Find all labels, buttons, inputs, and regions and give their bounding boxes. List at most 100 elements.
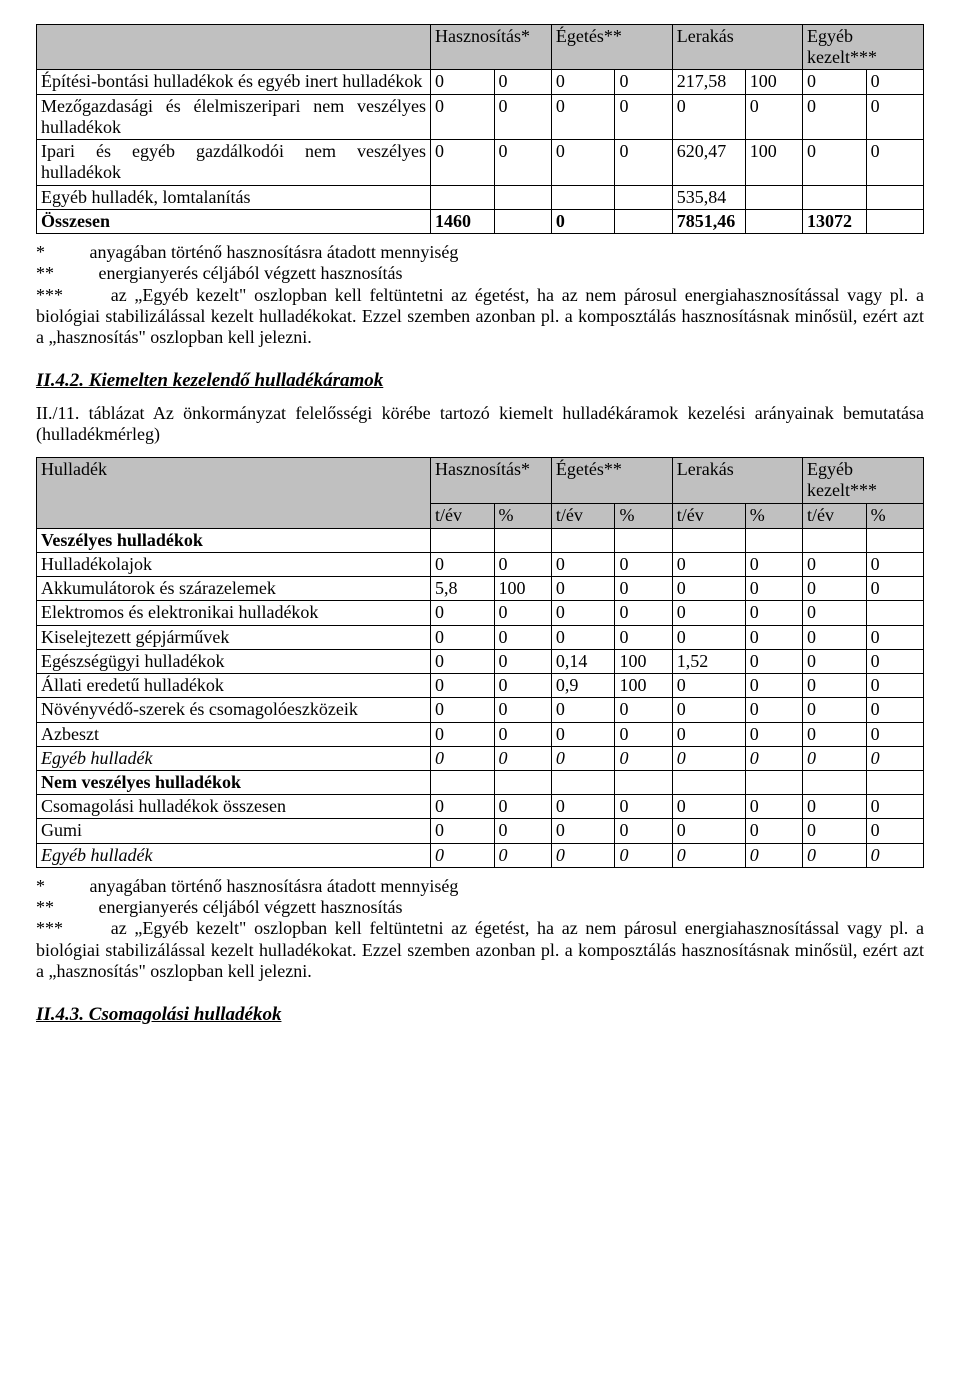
note-star1-label: * bbox=[36, 242, 45, 262]
cell: 0 bbox=[803, 94, 867, 139]
cell bbox=[672, 528, 745, 552]
cell: 0 bbox=[672, 722, 745, 746]
cell: 0 bbox=[430, 843, 494, 867]
cell: 0 bbox=[494, 698, 551, 722]
cell: 0 bbox=[803, 625, 867, 649]
table-row: Veszélyes hulladékok bbox=[37, 528, 924, 552]
row-label: Egyéb hulladék, lomtalanítás bbox=[37, 185, 431, 209]
table-row: Egyéb hulladék00000000 bbox=[37, 843, 924, 867]
cell bbox=[745, 770, 802, 794]
cell: 0 bbox=[745, 698, 802, 722]
cell: 0 bbox=[494, 674, 551, 698]
notes-block-1: * anyagában történő hasznosításra átadot… bbox=[36, 242, 924, 348]
cell: 0 bbox=[615, 795, 672, 819]
cell: 0 bbox=[866, 140, 923, 185]
cell: 0 bbox=[430, 94, 494, 139]
cell: 0 bbox=[866, 819, 923, 843]
row-label: Azbeszt bbox=[37, 722, 431, 746]
cell: 0 bbox=[745, 795, 802, 819]
cell: 0 bbox=[494, 601, 551, 625]
note2-star3-label: *** bbox=[36, 918, 63, 938]
cell: 0 bbox=[745, 552, 802, 576]
cell: 0 bbox=[615, 94, 672, 139]
table-row: Nem veszélyes hulladékok bbox=[37, 770, 924, 794]
cell bbox=[803, 770, 867, 794]
cell: 0 bbox=[745, 843, 802, 867]
col2-lerakas: Lerakás bbox=[672, 458, 802, 503]
cell: 0 bbox=[866, 70, 923, 94]
col-hulladek: Hulladék bbox=[37, 458, 431, 528]
cell bbox=[745, 185, 802, 209]
table-row: Egészségügyi hulladékok000,141001,52000 bbox=[37, 649, 924, 673]
cell: 7851,46 bbox=[672, 209, 745, 233]
cell: 0 bbox=[551, 625, 615, 649]
col-hasznositas: Hasznosítás* bbox=[430, 25, 551, 70]
cell: 0 bbox=[745, 649, 802, 673]
cell: 0 bbox=[494, 819, 551, 843]
cell: 0 bbox=[551, 209, 615, 233]
row-label: Egyéb hulladék bbox=[37, 746, 431, 770]
cell: 0 bbox=[866, 552, 923, 576]
section-II-4-3-title: II.4.3. Csomagolási hulladékok bbox=[36, 1004, 924, 1026]
cell: 0 bbox=[672, 795, 745, 819]
cell: 1,52 bbox=[672, 649, 745, 673]
cell: 0 bbox=[494, 795, 551, 819]
cell bbox=[866, 770, 923, 794]
cell: 0 bbox=[430, 649, 494, 673]
cell: 0 bbox=[745, 577, 802, 601]
cell: 0 bbox=[494, 140, 551, 185]
note2-star2-label: ** bbox=[36, 897, 54, 917]
cell: 0 bbox=[551, 552, 615, 576]
cell: 0 bbox=[672, 601, 745, 625]
cell: 0 bbox=[551, 698, 615, 722]
cell: 0 bbox=[430, 819, 494, 843]
note2-star1-text: anyagában történő hasznosításra átadott … bbox=[90, 876, 459, 896]
cell: 0 bbox=[803, 746, 867, 770]
cell: 5,8 bbox=[430, 577, 494, 601]
cell: 0 bbox=[551, 795, 615, 819]
cell: 0 bbox=[803, 819, 867, 843]
col2-egyeb: Egyéb kezelt*** bbox=[803, 458, 924, 503]
cell: 0 bbox=[803, 70, 867, 94]
cell: 0,9 bbox=[551, 674, 615, 698]
cell: 0 bbox=[551, 601, 615, 625]
cell: 0 bbox=[615, 552, 672, 576]
cell bbox=[745, 209, 802, 233]
document-page: Hasznosítás* Égetés** Lerakás Egyéb keze… bbox=[0, 0, 960, 1084]
table-row: Hulladékolajok00000000 bbox=[37, 552, 924, 576]
row-label: Növényvédő-szerek és csomagolóeszközeik bbox=[37, 698, 431, 722]
cell: 100 bbox=[745, 70, 802, 94]
cell: 13072 bbox=[803, 209, 867, 233]
table-1: Hasznosítás* Égetés** Lerakás Egyéb keze… bbox=[36, 24, 924, 234]
row-label: Állati eredetű hulladékok bbox=[37, 674, 431, 698]
cell bbox=[494, 185, 551, 209]
cell: 0 bbox=[551, 843, 615, 867]
note-star2-label: ** bbox=[36, 263, 54, 283]
sub-header: t/év bbox=[430, 503, 494, 528]
cell bbox=[803, 185, 867, 209]
cell bbox=[866, 209, 923, 233]
table-row: Összesen146007851,4613072 bbox=[37, 209, 924, 233]
cell: 0 bbox=[615, 577, 672, 601]
note2-star2-text: energianyerés céljából végzett hasznosít… bbox=[99, 897, 403, 917]
sub-header: t/év bbox=[803, 503, 867, 528]
cell bbox=[745, 528, 802, 552]
note-star3-label: *** bbox=[36, 285, 63, 305]
cell: 0 bbox=[803, 601, 867, 625]
cell: 0 bbox=[672, 843, 745, 867]
col-egetes: Égetés** bbox=[551, 25, 672, 70]
cell: 0 bbox=[672, 674, 745, 698]
cell: 0 bbox=[494, 722, 551, 746]
cell: 0 bbox=[430, 552, 494, 576]
notes-block-2: * anyagában történő hasznosításra átadot… bbox=[36, 876, 924, 982]
cell: 0 bbox=[745, 94, 802, 139]
col-lerakas: Lerakás bbox=[672, 25, 802, 70]
note2-star3-text: az „Egyéb kezelt" oszlopban kell feltünt… bbox=[36, 918, 924, 980]
row-label: Hulladékolajok bbox=[37, 552, 431, 576]
cell: 100 bbox=[745, 140, 802, 185]
cell: 0 bbox=[430, 746, 494, 770]
note-star2-text: energianyerés céljából végzett hasznosít… bbox=[99, 263, 403, 283]
row-label: Nem veszélyes hulladékok bbox=[37, 770, 431, 794]
cell: 0 bbox=[494, 625, 551, 649]
cell: 0 bbox=[494, 94, 551, 139]
